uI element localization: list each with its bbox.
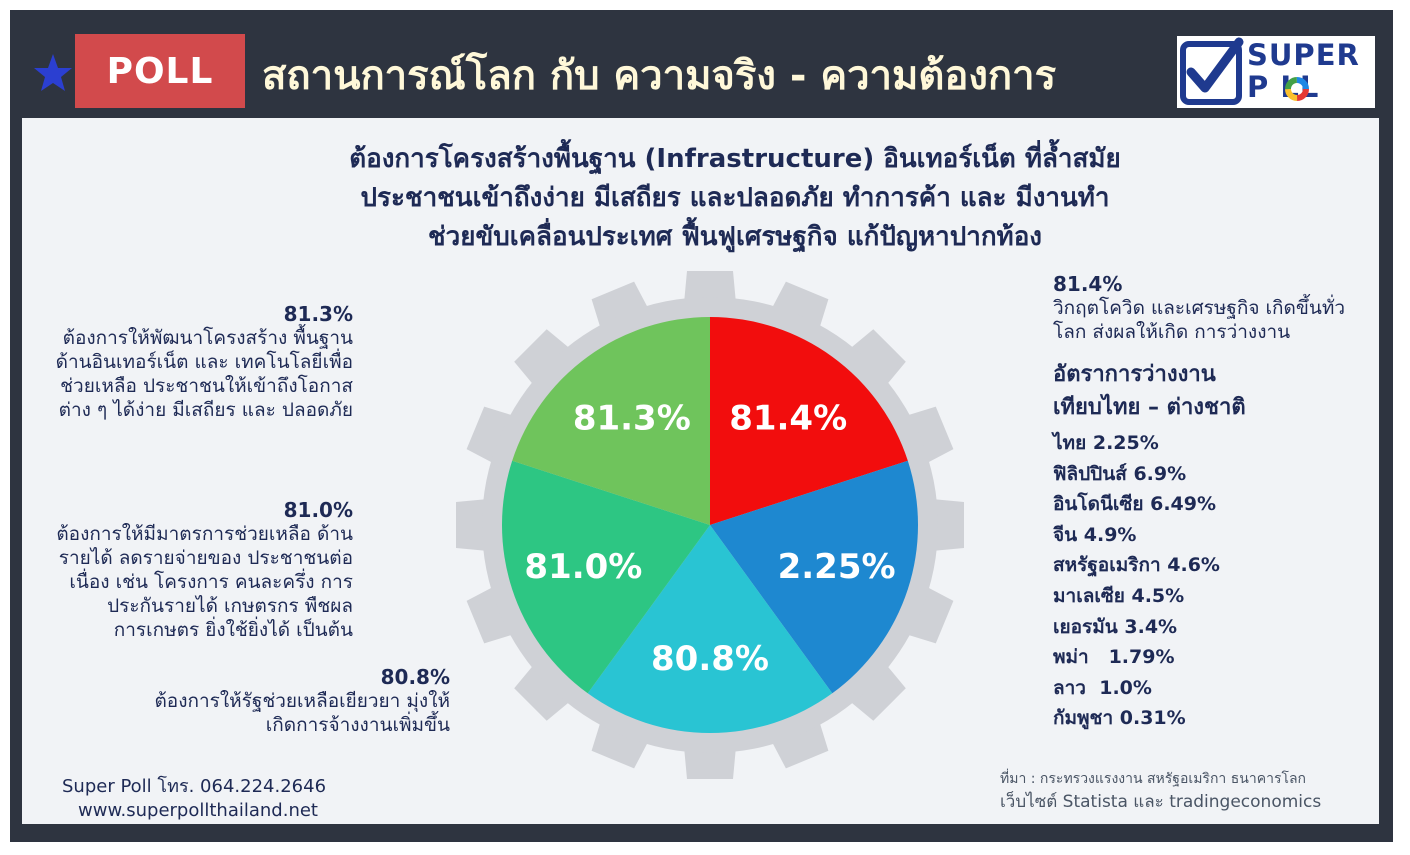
unemployment-title: อัตราการว่างงาน เทียบไทย – ต่างชาติ <box>1053 358 1373 424</box>
contact-info: Super Poll โทร. 064.224.2646 www.superpo… <box>62 775 326 823</box>
rate-country: ฟิลิปปินส์ <box>1053 462 1127 485</box>
unemployment-title-line: อัตราการว่างงาน <box>1053 362 1216 387</box>
note-percent: 81.3% <box>283 302 353 326</box>
rate-value: 2.25% <box>1092 432 1159 454</box>
note-percent: 81.0% <box>283 498 353 522</box>
heading-line: ต้องการโครงสร้างพื้นฐาน (Infrastructure)… <box>349 144 1121 174</box>
rate-value: 6.9% <box>1133 462 1187 485</box>
pie-slice <box>710 460 919 694</box>
poll-badge: POLL <box>75 34 245 108</box>
logo-text-super: SUPER <box>1247 38 1360 72</box>
rate-country: กัมพูชา <box>1053 707 1114 730</box>
heading-line: ประชาชนเข้าถึงง่าย มีเสถียร และปลอดภัย ท… <box>360 183 1110 213</box>
rate-country: เยอรมัน <box>1053 615 1118 638</box>
rate-row: มาเลเซีย 4.5% <box>1053 581 1373 612</box>
heading-line: ช่วยขับเคลื่อนประเทศ ฟื้นฟูเศรษฐกิจ แก้ป… <box>427 222 1043 252</box>
contact-phone: Super Poll โทร. 064.224.2646 <box>62 776 327 797</box>
rate-value: 1.0% <box>1099 676 1152 699</box>
note-percent: 80.8% <box>380 665 450 689</box>
contact-website[interactable]: www.superpollthailand.net <box>78 800 318 821</box>
rate-row: ไทย 2.25% <box>1053 428 1373 459</box>
rate-country: อินโดนีเซีย <box>1053 493 1144 516</box>
right-note-text: วิกฤตโควิด และเศรษฐกิจ เกิดขึ้นทั่วโลก ส… <box>1053 297 1346 343</box>
pie-slice-label: 81.4% <box>729 398 847 438</box>
pie-slices <box>501 317 919 734</box>
source-line: เว็บไซต์ Statista และ tradingeconomics <box>1000 792 1322 812</box>
rate-value: 4.9% <box>1083 523 1137 546</box>
rate-row: เยอรมัน 3.4% <box>1053 612 1373 643</box>
star-icon <box>34 54 72 91</box>
rate-country: ไทย <box>1053 432 1087 454</box>
pie-slice <box>587 525 833 734</box>
rate-value: 4.6% <box>1167 554 1220 577</box>
note-text: ต้องการให้รัฐช่วยเหลือเยียวยา มุ่งให้เกิ… <box>154 690 450 736</box>
unemployment-list: ไทย 2.25% ฟิลิปปินส์ 6.9% อินโดนีเซีย 6.… <box>1053 428 1373 734</box>
left-note-1: 81.3% ต้องการให้พัฒนาโครงสร้าง พื้นฐาน ด… <box>55 302 353 422</box>
rate-row: กัมพูชา 0.31% <box>1053 703 1373 734</box>
rate-value: 0.31% <box>1119 707 1186 730</box>
right-column: 81.4% วิกฤตโควิด และเศรษฐกิจ เกิดขึ้นทั่… <box>1053 272 1373 734</box>
unemployment-title-line: เทียบไทย – ต่างชาติ <box>1053 395 1246 420</box>
rate-row: อินโดนีเซีย 6.49% <box>1053 489 1373 520</box>
rate-row: ฟิลิปปินส์ 6.9% <box>1053 459 1373 490</box>
pie-slice-label: 2.25% <box>778 547 896 587</box>
super-poll-logo: SUPER P LL <box>1177 36 1375 108</box>
rate-country: พม่า <box>1053 646 1089 669</box>
rate-value: 4.5% <box>1131 584 1185 607</box>
source-note: ที่มา : กระทรวงแรงงาน สหรัฐอเมริกา ธนาคา… <box>1000 768 1340 814</box>
rate-country: สหรัฐอเมริกา <box>1053 554 1161 577</box>
rate-row: จีน 4.9% <box>1053 520 1373 551</box>
rate-country: ลาว <box>1053 676 1086 699</box>
pie-slice <box>501 460 710 694</box>
note-text: ต้องการให้มีมาตรการช่วยเหลือ ด้านรายได้ … <box>56 523 353 641</box>
pie-labels: 81.4% 2.25% 80.8% 81.0% 81.3% <box>524 398 895 679</box>
pie-slice-label: 80.8% <box>651 639 769 679</box>
logo-color-ring-icon <box>1285 77 1309 101</box>
source-line: ที่มา : กระทรวงแรงงาน สหรัฐอเมริกา ธนาคา… <box>1000 771 1307 787</box>
pie-slice-label: 81.3% <box>573 398 691 438</box>
pie-slice-label: 81.0% <box>524 547 642 587</box>
pie-slice <box>512 317 710 525</box>
rate-row: พม่า 1.79% <box>1053 642 1373 673</box>
rate-row: สหรัฐอเมริกา 4.6% <box>1053 550 1373 581</box>
checkmark-icon <box>1180 37 1244 105</box>
pie-slice <box>710 317 908 525</box>
rate-country: จีน <box>1053 523 1078 546</box>
rate-row: ลาว 1.0% <box>1053 673 1373 704</box>
rate-country: มาเลเซีย <box>1053 584 1125 607</box>
chart-heading: ต้องการโครงสร้างพื้นฐาน (Infrastructure)… <box>170 140 1300 257</box>
right-note-percent: 81.4% <box>1053 272 1123 296</box>
page-title: สถานการณ์โลก กับ ความจริง - ความต้องการ <box>262 53 1057 99</box>
left-note-3: 80.8% ต้องการให้รัฐช่วยเหลือเยียวยา มุ่ง… <box>150 665 450 737</box>
left-note-2: 81.0% ต้องการให้มีมาตรการช่วยเหลือ ด้านร… <box>55 498 353 642</box>
note-text: ต้องการให้พัฒนาโครงสร้าง พื้นฐาน ด้านอิน… <box>55 327 353 421</box>
gear-pie-chart: 81.4% 2.25% 80.8% 81.0% 81.3% <box>456 271 964 779</box>
rate-value: 1.79% <box>1108 646 1175 669</box>
rate-value: 6.49% <box>1150 493 1217 516</box>
rate-value: 3.4% <box>1124 615 1178 638</box>
